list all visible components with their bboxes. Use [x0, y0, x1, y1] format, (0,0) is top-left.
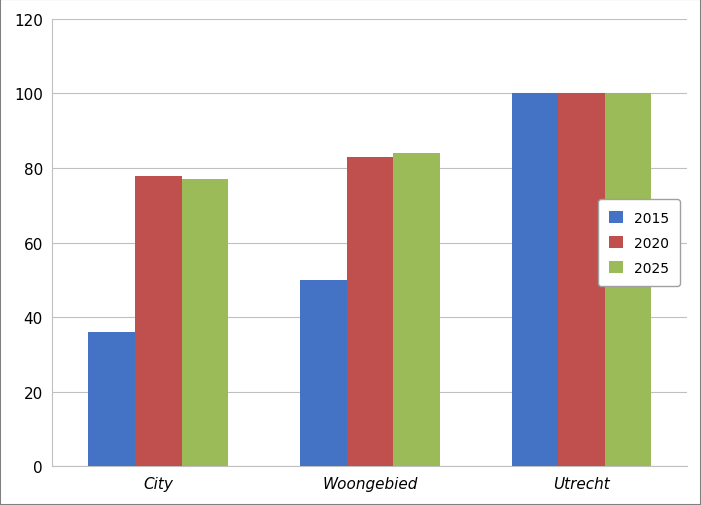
Bar — [88, 332, 135, 467]
Bar — [558, 94, 604, 467]
Legend: 2015, 2020, 2025: 2015, 2020, 2025 — [598, 200, 680, 286]
Bar — [346, 158, 393, 467]
Bar — [135, 176, 182, 467]
Bar — [512, 94, 558, 467]
Bar — [182, 180, 228, 467]
Bar — [604, 94, 651, 467]
Bar — [393, 154, 440, 467]
Bar — [300, 280, 346, 467]
